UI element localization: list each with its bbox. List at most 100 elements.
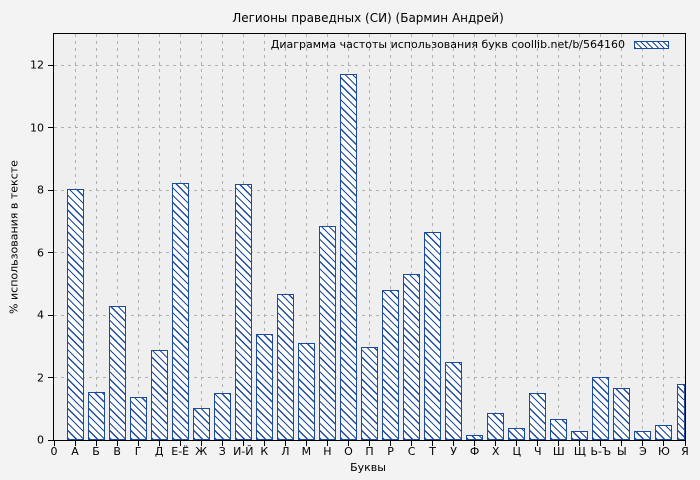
bar-А — [66, 188, 84, 440]
y-tick-label: 0 — [37, 433, 44, 447]
bar-Ц — [508, 427, 526, 440]
x-gridline — [663, 34, 665, 440]
x-gridline — [642, 34, 644, 440]
bar-Э — [634, 430, 652, 440]
x-tick-mark — [95, 441, 97, 446]
y-axis-label: % использования в тексте — [7, 160, 21, 314]
x-gridline — [495, 34, 497, 440]
x-tick-label: Т — [429, 445, 436, 458]
x-tick-mark — [284, 441, 286, 446]
x-gridline — [579, 34, 581, 440]
bar-З — [213, 393, 231, 440]
x-tick-mark — [516, 441, 518, 446]
bar-К — [255, 333, 273, 440]
bar-Д — [150, 349, 168, 440]
bar-Я — [676, 383, 685, 440]
legend-hatched-swatch — [634, 40, 669, 49]
x-tick-label: Э — [639, 445, 647, 458]
x-tick-label: С — [407, 445, 416, 458]
x-tick-label: Х — [491, 445, 500, 458]
x-tick-mark — [242, 441, 244, 446]
x-tick-mark — [369, 441, 370, 446]
x-tick-label: М — [301, 445, 312, 458]
y-tick-mark — [48, 64, 53, 66]
x-tick-label: Р — [387, 445, 394, 458]
x-tick-label: К — [260, 445, 269, 458]
x-gridline — [369, 34, 370, 440]
bar-Н — [318, 226, 336, 440]
bar-Х — [487, 412, 505, 440]
bar-О — [339, 73, 357, 440]
x-gridline — [263, 34, 265, 440]
x-tick-label: Ш — [552, 445, 565, 458]
y-tick-mark — [48, 127, 53, 129]
y-tick-mark — [48, 314, 53, 316]
x-tick-mark — [621, 441, 623, 446]
bar-Е-Ё — [171, 183, 189, 440]
y-tick-mark — [48, 189, 53, 191]
bar-В — [108, 306, 126, 440]
x-gridline — [137, 34, 139, 440]
x-tick-label: Ч — [533, 445, 542, 458]
x-tick-mark — [390, 441, 392, 446]
x-gridline — [305, 34, 307, 440]
x-tick-mark — [116, 441, 118, 446]
x-gridline — [474, 34, 476, 440]
x-tick-label: Ю — [658, 445, 670, 458]
x-tick-mark — [495, 441, 497, 446]
x-tick-mark — [663, 441, 665, 446]
x-tick-mark — [200, 441, 202, 446]
bar-Р — [382, 290, 400, 440]
x-gridline — [453, 34, 455, 440]
x-axis-label: Буквы — [350, 461, 386, 474]
x-tick-mark — [137, 441, 139, 446]
x-tick-mark — [432, 441, 434, 446]
y-tick-label: 6 — [37, 246, 44, 260]
y-tick-mark — [48, 377, 53, 379]
x-tick-mark — [642, 441, 644, 446]
x-tick-mark — [158, 441, 160, 446]
x-tick-mark — [74, 441, 76, 446]
x-tick-mark — [54, 441, 55, 446]
bar-Ч — [529, 392, 547, 440]
x-gridline — [116, 34, 118, 440]
bar-Г — [129, 396, 147, 440]
x-tick-mark — [474, 441, 476, 446]
bar-Ш — [550, 419, 568, 440]
x-gridline — [158, 34, 160, 440]
x-tick-label: Ь-Ъ — [590, 445, 612, 458]
x-gridline — [200, 34, 202, 440]
bar-У — [445, 361, 463, 440]
x-tick-mark — [305, 441, 307, 446]
x-gridline — [95, 34, 97, 440]
x-tick-mark — [579, 441, 581, 446]
x-tick-mark — [411, 441, 413, 446]
bar-Ж — [192, 407, 210, 440]
x-gridline — [600, 34, 602, 440]
y-tick-label: 10 — [30, 121, 44, 135]
bar-П — [361, 346, 378, 440]
bar-Щ — [571, 430, 589, 440]
x-tick-label: Ы — [617, 445, 627, 458]
chart-title: Легионы праведных (СИ) (Бармин Андрей) — [232, 11, 504, 25]
x-tick-label: Ж — [195, 445, 208, 458]
y-tick-label: 4 — [37, 308, 44, 322]
x-tick-label: Б — [92, 445, 100, 458]
x-tick-label: О — [344, 445, 353, 458]
x-tick-label: Д — [154, 445, 164, 458]
x-tick-mark — [558, 441, 560, 446]
bar-Ф — [466, 435, 484, 440]
bar-Л — [276, 294, 294, 440]
x-tick-label: Л — [281, 445, 290, 458]
y-tick-label: 2 — [37, 371, 44, 385]
x-gridline — [221, 34, 223, 440]
x-tick-label: 0 — [50, 445, 58, 458]
x-tick-mark — [326, 441, 328, 446]
legend-label: Диаграмма частоты использования букв coo… — [270, 38, 625, 51]
x-gridline — [284, 34, 286, 440]
x-tick-label: Ц — [512, 445, 521, 458]
x-tick-mark — [263, 441, 265, 446]
x-gridline — [537, 34, 539, 440]
x-tick-mark — [600, 441, 602, 446]
